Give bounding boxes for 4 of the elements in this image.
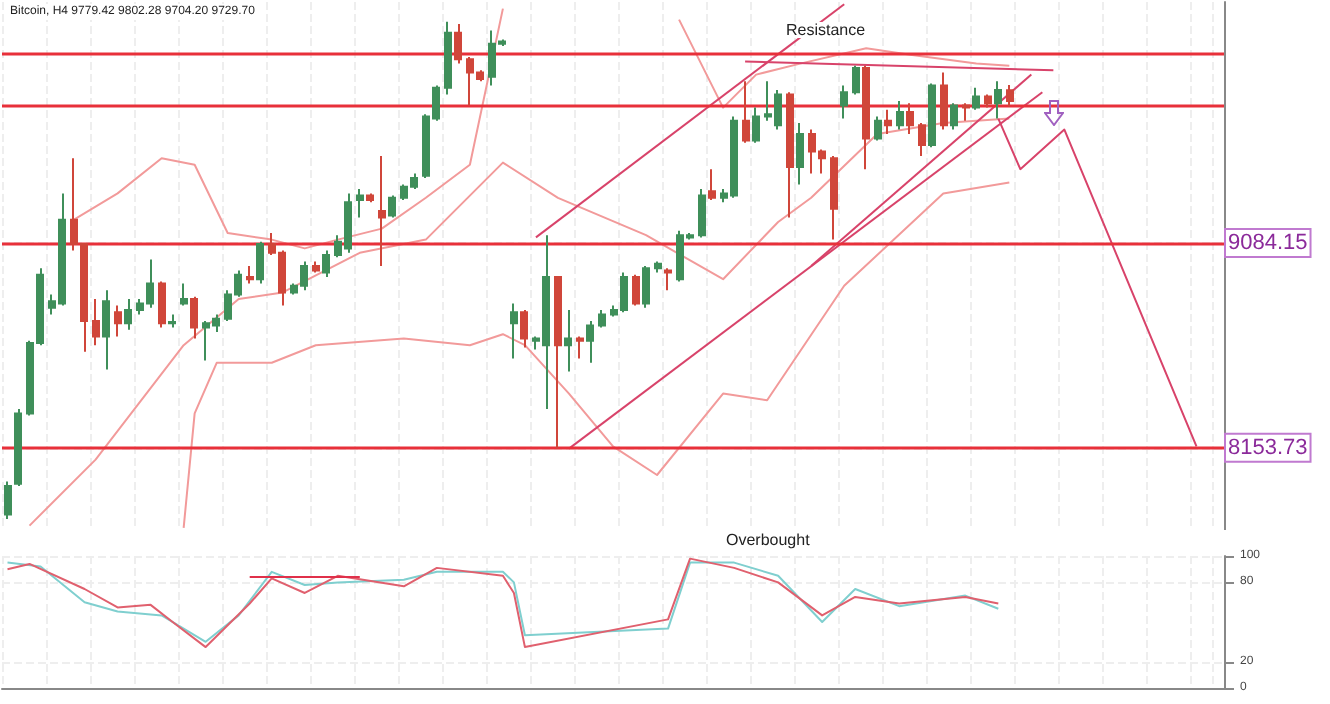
y-tick-label: 9084.15 — [1228, 231, 1308, 256]
text: Overbought — [726, 531, 812, 549]
annotation: Resistance — [786, 21, 867, 39]
y-tick-label: 8153.73 — [1228, 435, 1308, 460]
